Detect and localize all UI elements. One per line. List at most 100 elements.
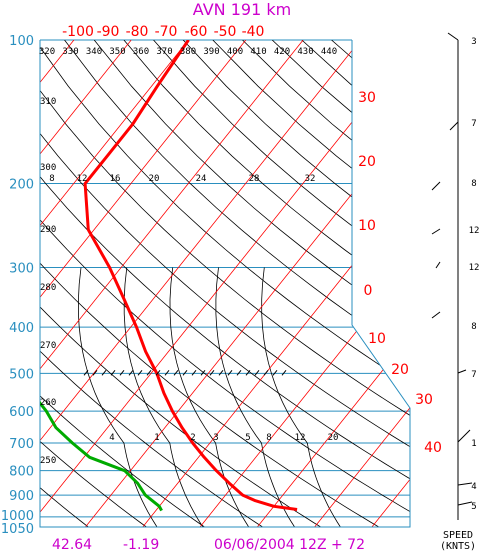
wind-axis-label-1: SPEED [443,530,473,541]
mixing-ratio-label: 12 [77,174,88,184]
isotherm-right-label: 40 [424,440,442,456]
footer-mid-value: -1.19 [123,537,159,553]
temperature-profile [83,40,298,511]
plot-border [39,40,411,528]
isotherm-right-label: 20 [391,362,409,378]
left-theta-label: 310 [40,97,56,107]
wind-speed-label: 7 [471,119,476,129]
isotherm-right-labels: 30 20 10 0 10 20 30 40 [358,90,442,456]
dry-adiabat-390 [123,40,410,527]
theta-labels: 320 330 340 350 360 370 380 390 400 410 420 430 440 [39,47,337,57]
dry-adiabat-340 [40,40,410,527]
theta-label: 440 [321,47,337,57]
theta-label: 410 [250,47,266,57]
dry-adiabat-290 [40,40,263,527]
dry-adiabat-430 [242,40,410,527]
wind-speed-label: 12 [469,226,480,236]
isotherm--80 [40,40,75,527]
hatch-mark [173,370,179,376]
dry-adiabat-280 [40,40,205,527]
pressure-tick-label: 800 [9,465,34,480]
isotherm-20 [257,40,410,527]
mixing-ratio-label: 28 [249,174,260,184]
mixing-ratio-label: 16 [110,174,121,184]
isotherm-top-labels: -100 -90 -80 -70 -60 -50 -40 [62,24,264,40]
hatch-mark [281,370,287,376]
mixing-ratio-label: 4 [109,433,114,443]
dry-adiabat-310 [40,40,380,527]
pressure-tick-label: 400 [9,321,34,336]
theta-label: 420 [274,47,290,57]
pressure-tick-label: 500 [9,367,34,382]
wind-axis-label-2: (KNTS) [440,541,476,552]
pressure-tick-label: 300 [9,262,34,277]
theta-label: 430 [297,47,313,57]
pressure-tick-label: 1050 [1,522,34,537]
moist-adiabat-24 [215,267,295,527]
dry-adiabat-440 [271,40,410,527]
dry-adiabat-370 [64,40,410,527]
theta-label: 340 [86,47,102,57]
dry-adiabat-330 [40,40,410,527]
moist-adiabat-8 [123,267,204,527]
hatch-mark [119,370,125,376]
mixing-ratio-label: 24 [196,174,207,184]
hatch-mark [263,370,269,376]
mixing-ratio-label: 12 [295,433,306,443]
theta-label: 400 [227,47,243,57]
dry-adiabat-270 [40,40,147,527]
temperature-line [83,40,298,511]
theta-label: 350 [109,47,125,57]
pressure-tick-label: 100 [9,34,34,49]
moist-adiabat-32 [261,267,341,527]
hatch-mark [155,370,161,376]
hatch-mark [92,370,98,376]
wind-barb [431,228,441,235]
isotherm-top-label: -70 [155,24,178,40]
dry-adiabat-360 [40,40,410,527]
isotherm-lines [40,40,410,527]
left-theta-label: 260 [40,398,56,408]
mixing-ratio-label: 32 [305,174,316,184]
wind-barb [431,181,441,191]
plot-frame [39,40,411,528]
isotherm-top-label: -100 [62,24,94,40]
wind-barb [449,121,459,131]
theta-label: 380 [180,47,196,57]
hatch-mark [137,370,143,376]
wind-speed-label: 8 [471,322,476,332]
theta-label: 330 [62,47,78,57]
pressure-tick-label: 600 [9,405,34,420]
theta-label: 390 [203,47,219,57]
isotherm-top-label: -80 [126,24,149,40]
pressure-tick-label: 1000 [1,509,34,524]
dry-adiabat-460 [331,40,410,527]
hatch-mark [200,370,206,376]
left-theta-label: 270 [40,341,56,351]
left-theta-labels: 310 300 290 280 270 260 250 [40,97,56,466]
wind-speed-label: 3 [471,37,476,47]
hatch-mark [164,370,170,376]
isotherm-0 [142,40,410,527]
isotherm-right-label: 30 [415,392,433,408]
hatch-mark [182,370,188,376]
mixing-ratio-label: 20 [149,174,160,184]
wind-speed-label: 8 [471,179,476,189]
moist-adiabat-16 [169,267,250,527]
hatch-mark [209,370,215,376]
isotherm-top-label: -40 [242,24,265,40]
isotherm-top-label: -90 [97,24,120,40]
isotherm--30 [40,40,361,527]
wind-speed-label: 12 [469,263,480,273]
isotherm-right-label: 20 [358,154,376,170]
isotherm-right-label: 10 [358,218,376,234]
mixing-ratio-label: 20 [328,433,339,443]
hatch-mark [254,370,260,376]
hatch-mark [191,370,197,376]
hatch-mark [128,370,134,376]
isotherm-right-label: 0 [364,283,373,299]
dry-adiabat-lines [40,40,410,527]
wind-speed-label: 4 [471,482,476,492]
isotherm--40 [40,40,304,527]
